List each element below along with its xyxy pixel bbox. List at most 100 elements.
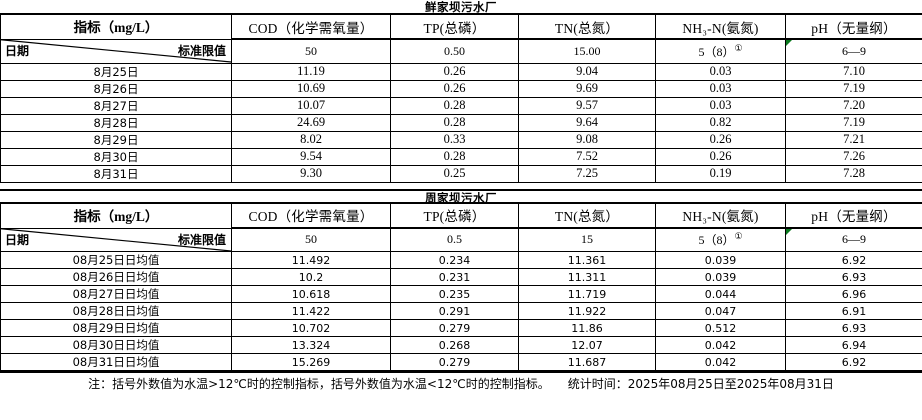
footer-note: 注：括号外数值为水温>12℃时的控制指标，括号外数值为水温<12℃时的控制指标。… bbox=[0, 371, 922, 393]
row-value-cell: 9.69 bbox=[518, 79, 656, 98]
row-value-cell: 10.2 bbox=[231, 268, 391, 286]
row-value-cell: 9.08 bbox=[518, 130, 656, 149]
row-date-cell: 08月31日日均值 bbox=[0, 353, 232, 371]
row-value-cell: 0.26 bbox=[655, 147, 786, 166]
row-value-cell: 13.324 bbox=[231, 336, 391, 354]
row-value-cell: 11.311 bbox=[518, 268, 656, 286]
table-row: 8月30日 9.54 0.28 7.52 0.26 7.26 bbox=[0, 147, 922, 166]
row-date-cell: 08月28日日均值 bbox=[0, 302, 232, 320]
row-value-cell: 10.07 bbox=[231, 96, 391, 115]
table-header-row-1: 指标（mg/L） 日期 标准限值 COD（化学需氧量） TP(总磷） TN(总氮… bbox=[0, 15, 922, 63]
standard-limit-nh3n-2: 5（8）① bbox=[655, 227, 786, 252]
row-value-cell: 6.93 bbox=[785, 268, 922, 286]
row-value-cell: 0.039 bbox=[655, 268, 786, 286]
standard-limit-row-2: 50 0.5 15 5（8）① 6—9 bbox=[1, 227, 922, 252]
row-date-cell: 08月26日日均值 bbox=[0, 268, 232, 286]
table-row: 08月31日日均值 15.269 0.279 11.687 0.042 6.92 bbox=[0, 353, 922, 371]
row-value-cell: 0.26 bbox=[390, 79, 519, 98]
corner-limit-label: 标准限值 bbox=[177, 44, 226, 58]
row-value-cell: 0.512 bbox=[655, 319, 786, 337]
row-value-cell: 0.28 bbox=[390, 113, 519, 132]
row-value-cell: 7.28 bbox=[785, 164, 922, 183]
table-row: 8月29日 8.02 0.33 9.08 0.26 7.21 bbox=[0, 130, 922, 149]
standard-limit-cod-1: 50 bbox=[231, 38, 391, 64]
table-row: 08月28日日均值 11.422 0.291 11.922 0.047 6.91 bbox=[0, 302, 922, 320]
row-value-cell: 7.19 bbox=[785, 79, 922, 98]
row-date-cell: 08月30日日均值 bbox=[0, 336, 232, 354]
footer-note-text: 注：括号外数值为水温>12℃时的控制指标，括号外数值为水温<12℃时的控制指标。 bbox=[88, 377, 550, 391]
table-row: 08月30日日均值 13.324 0.268 12.07 0.042 6.94 bbox=[0, 336, 922, 354]
row-value-cell: 6.92 bbox=[785, 353, 922, 371]
table-header-row-2: 指标（mg/L） 日期 标准限值 COD（化学需氧量） TP(总磷） TN(总氮… bbox=[0, 203, 922, 252]
row-value-cell: 0.03 bbox=[655, 96, 786, 115]
row-value-cell: 0.039 bbox=[655, 251, 786, 269]
row-value-cell: 9.54 bbox=[231, 147, 391, 166]
table-row: 8月25日 11.19 0.26 9.04 0.03 7.10 bbox=[0, 62, 922, 81]
row-value-cell: 0.268 bbox=[390, 336, 519, 354]
row-value-cell: 11.719 bbox=[518, 285, 656, 303]
row-value-cell: 24.69 bbox=[231, 113, 391, 132]
table-body-1: 8月25日 11.19 0.26 9.04 0.03 7.10 8月26日 10.69 0.26… bbox=[0, 62, 922, 183]
row-value-cell: 11.361 bbox=[518, 251, 656, 269]
row-value-cell: 7.26 bbox=[785, 147, 922, 166]
standard-limit-ph-value-2: 6—9 bbox=[842, 232, 866, 247]
table-row: 08月26日日均值 10.2 0.231 11.311 0.039 6.93 bbox=[0, 268, 922, 286]
table-row: 8月31日 9.30 0.25 7.25 0.19 7.28 bbox=[0, 164, 922, 183]
row-value-cell: 6.94 bbox=[785, 336, 922, 354]
corner-limit-label-2: 标准限值 bbox=[177, 232, 226, 247]
row-value-cell: 11.922 bbox=[518, 302, 656, 320]
row-value-cell: 11.687 bbox=[518, 353, 656, 371]
corner-metric-label: 指标（mg/L） bbox=[73, 20, 159, 35]
row-value-cell: 0.042 bbox=[655, 353, 786, 371]
row-value-cell: 15.269 bbox=[231, 353, 391, 371]
standard-limit-ph-value-1: 6—9 bbox=[842, 43, 866, 58]
row-value-cell: 12.07 bbox=[518, 336, 656, 354]
row-date-cell: 8月26日 bbox=[0, 79, 232, 98]
row-value-cell: 0.28 bbox=[390, 96, 519, 115]
corner-date-label: 日期 bbox=[5, 44, 30, 58]
row-value-cell: 0.25 bbox=[390, 164, 519, 183]
row-value-cell: 0.234 bbox=[390, 251, 519, 269]
row-date-cell: 8月28日 bbox=[0, 113, 232, 132]
corner-divider-2 bbox=[1, 227, 231, 229]
comment-flag-icon-1 bbox=[786, 40, 792, 46]
row-date-cell: 8月30日 bbox=[0, 147, 232, 166]
row-value-cell: 7.52 bbox=[518, 147, 656, 166]
row-value-cell: 0.047 bbox=[655, 302, 786, 320]
row-value-cell: 6.96 bbox=[785, 285, 922, 303]
footnote-marker-2: ① bbox=[734, 231, 743, 242]
corner-split-header-2: 指标（mg/L） 日期 标准限值 bbox=[0, 203, 232, 252]
row-value-cell: 0.03 bbox=[655, 79, 786, 98]
standard-limit-tn-2: 15 bbox=[518, 227, 656, 252]
row-value-cell: 6.93 bbox=[785, 319, 922, 337]
table-row: 08月25日日均值 11.492 0.234 11.361 0.039 6.92 bbox=[0, 251, 922, 269]
row-value-cell: 10.618 bbox=[231, 285, 391, 303]
row-value-cell: 0.042 bbox=[655, 336, 786, 354]
row-value-cell: 0.044 bbox=[655, 285, 786, 303]
row-value-cell: 0.26 bbox=[655, 130, 786, 149]
corner-split-header-1: 指标（mg/L） 日期 标准限值 bbox=[0, 15, 232, 63]
column-header-tp-2: TP(总磷） bbox=[390, 203, 519, 229]
row-value-cell: 0.279 bbox=[390, 319, 519, 337]
standard-limit-cod-2: 50 bbox=[231, 227, 391, 252]
row-value-cell: 6.92 bbox=[785, 251, 922, 269]
column-header-ph-1: pH（无量纲） bbox=[785, 15, 922, 40]
standard-limit-tp-1: 0.50 bbox=[390, 38, 519, 64]
row-value-cell: 0.03 bbox=[655, 62, 786, 81]
corner-metric-label-2: 指标（mg/L） bbox=[73, 208, 159, 224]
row-value-cell: 0.231 bbox=[390, 268, 519, 286]
comment-flag-icon-2 bbox=[786, 228, 792, 235]
standard-limit-row-1: 50 0.50 15.00 5（8）① 6—9 bbox=[1, 38, 922, 64]
row-value-cell: 0.82 bbox=[655, 113, 786, 132]
corner-divider bbox=[1, 39, 231, 40]
table-row: 08月27日日均值 10.618 0.235 11.719 0.044 6.96 bbox=[0, 285, 922, 303]
row-date-cell: 08月29日日均值 bbox=[0, 319, 232, 337]
footer-stat-period: 统计时间：2025年08月25日至2025年08月31日 bbox=[567, 377, 834, 391]
row-value-cell: 7.20 bbox=[785, 96, 922, 115]
row-date-cell: 8月25日 bbox=[0, 62, 232, 81]
row-value-cell: 11.86 bbox=[518, 319, 656, 337]
row-value-cell: 11.422 bbox=[231, 302, 391, 320]
row-value-cell: 11.19 bbox=[231, 62, 391, 81]
table-row: 8月28日 24.69 0.28 9.64 0.82 7.19 bbox=[0, 113, 922, 132]
standard-limit-tp-2: 0.5 bbox=[390, 227, 519, 252]
